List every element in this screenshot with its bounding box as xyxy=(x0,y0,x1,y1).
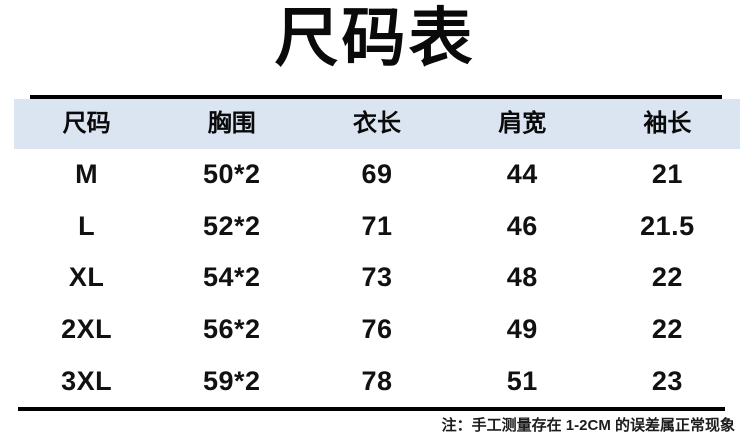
shoulder-cell: 44 xyxy=(506,159,538,190)
table-row-xl: XL 54*2 73 48 22 xyxy=(14,252,740,304)
table-row-l: L 52*2 71 46 21.5 xyxy=(14,201,740,253)
sleeve-cell: 22 xyxy=(651,314,683,345)
chest-cell: 54*2 xyxy=(203,262,261,293)
size-cell: 3XL xyxy=(61,365,113,396)
chest-cell: 50*2 xyxy=(203,159,261,190)
size-cell: L xyxy=(78,210,96,241)
table-header-row: 尺码 胸围 衣长 肩宽 袖长 xyxy=(14,99,740,149)
table-top-border xyxy=(30,95,722,99)
shoulder-cell: 49 xyxy=(506,314,538,345)
length-cell: 73 xyxy=(361,262,393,293)
table-body: M 50*2 69 44 21 L 52*2 71 46 21.5 XL 54*… xyxy=(14,149,740,407)
column-header-length: 衣长 xyxy=(353,111,401,137)
chest-cell: 59*2 xyxy=(203,365,261,396)
page-title: 尺码表 xyxy=(274,3,476,74)
chest-cell: 52*2 xyxy=(203,210,261,241)
table-bottom-border xyxy=(18,407,725,411)
measurement-note: 注：手工测量存在 1-2CM 的误差属正常现象 xyxy=(441,417,735,434)
column-header-size: 尺码 xyxy=(62,111,111,137)
column-header-shoulder: 肩宽 xyxy=(498,111,547,137)
table-row-m: M 50*2 69 44 21 xyxy=(14,149,740,201)
length-cell: 71 xyxy=(361,210,393,241)
size-cell: XL xyxy=(68,262,105,293)
column-header-chest: 胸围 xyxy=(207,111,256,137)
chest-cell: 56*2 xyxy=(203,314,261,345)
sleeve-cell: 22 xyxy=(651,262,683,293)
sleeve-cell: 23 xyxy=(651,365,683,396)
size-cell: M xyxy=(75,159,99,190)
length-cell: 78 xyxy=(361,365,393,396)
shoulder-cell: 46 xyxy=(506,210,538,241)
sleeve-cell: 21.5 xyxy=(640,210,695,241)
size-cell: 2XL xyxy=(61,314,113,345)
shoulder-cell: 48 xyxy=(506,262,538,293)
length-cell: 69 xyxy=(361,159,393,190)
column-header-sleeve: 袖长 xyxy=(643,111,692,137)
table-row-3xl: 3XL 59*2 78 51 23 xyxy=(14,355,740,407)
table-row-2xl: 2XL 56*2 76 49 22 xyxy=(14,304,740,356)
sleeve-cell: 21 xyxy=(651,159,683,190)
shoulder-cell: 51 xyxy=(506,365,538,396)
length-cell: 76 xyxy=(361,314,393,345)
